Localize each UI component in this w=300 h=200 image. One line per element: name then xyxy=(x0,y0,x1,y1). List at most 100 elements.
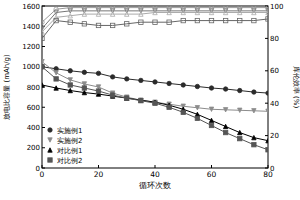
chart: 0204060800200400600800100012001400160002… xyxy=(0,0,300,200)
point xyxy=(252,10,256,14)
point xyxy=(195,106,199,110)
point xyxy=(252,135,256,139)
y-tick xyxy=(42,127,45,128)
point xyxy=(42,20,44,24)
legend-marker xyxy=(48,138,52,142)
point xyxy=(195,84,199,88)
point xyxy=(68,83,72,87)
point xyxy=(139,98,143,102)
point xyxy=(238,88,242,92)
point xyxy=(82,86,86,90)
point xyxy=(54,71,58,75)
point xyxy=(139,98,143,102)
point xyxy=(209,86,213,90)
point xyxy=(167,81,171,85)
legend-label: 对比例2 xyxy=(57,157,82,165)
point xyxy=(110,12,114,16)
point xyxy=(252,143,256,147)
y2-tick-label: 60 xyxy=(270,67,279,75)
point xyxy=(209,118,213,122)
point xyxy=(139,12,143,16)
point xyxy=(167,105,171,109)
series-line xyxy=(42,67,268,93)
plot-area xyxy=(42,6,268,152)
point xyxy=(238,108,242,112)
point xyxy=(209,123,213,127)
y-tick xyxy=(42,107,45,108)
x-tick xyxy=(155,165,156,168)
x-tick-label: 40 xyxy=(150,170,160,179)
point xyxy=(110,93,114,97)
point xyxy=(266,17,268,21)
point xyxy=(54,15,58,19)
x-tick-label: 60 xyxy=(207,170,217,179)
point xyxy=(68,14,72,18)
point xyxy=(42,30,44,34)
series-line xyxy=(42,85,268,141)
point xyxy=(195,18,199,22)
point xyxy=(96,12,100,16)
legend: 实施例1实施例2对比例1对比例2 xyxy=(48,127,83,165)
point xyxy=(125,22,129,26)
point xyxy=(139,78,143,82)
point xyxy=(68,20,72,24)
y-tick xyxy=(42,168,45,169)
point xyxy=(42,65,44,69)
point xyxy=(96,71,100,75)
point xyxy=(195,10,199,14)
x-tick-label: 20 xyxy=(94,170,104,179)
legend-marker xyxy=(48,128,52,132)
point xyxy=(82,90,86,94)
point xyxy=(110,23,114,27)
point xyxy=(42,36,44,40)
y-tick xyxy=(42,6,45,7)
point xyxy=(153,80,157,84)
point xyxy=(68,69,72,73)
plot-frame xyxy=(42,6,268,168)
y2-tick-label: 40 xyxy=(270,100,279,108)
point xyxy=(209,107,213,111)
point xyxy=(238,130,242,134)
point xyxy=(195,116,199,120)
y-tick xyxy=(42,147,45,148)
point xyxy=(125,12,129,16)
point xyxy=(54,18,58,22)
x-tick xyxy=(98,165,99,168)
legend-marker xyxy=(48,148,52,152)
point xyxy=(54,77,58,81)
point xyxy=(238,136,242,140)
point xyxy=(96,89,100,93)
point xyxy=(238,10,242,14)
point xyxy=(42,59,44,63)
y2-tick xyxy=(265,135,268,136)
point xyxy=(266,91,268,95)
y-tick-label: 1600 xyxy=(22,3,40,11)
series-line xyxy=(42,67,268,150)
y-tick-label: 200 xyxy=(27,144,40,152)
y2-tick-label: 100 xyxy=(270,3,283,11)
point xyxy=(181,83,185,87)
point xyxy=(54,86,58,90)
point xyxy=(167,10,171,14)
x-tick xyxy=(211,165,212,168)
legend-label: 实施例1 xyxy=(57,127,82,135)
point xyxy=(223,108,227,112)
point xyxy=(223,10,227,14)
legend-marker xyxy=(48,158,52,162)
y2-tick xyxy=(265,70,268,71)
y-tick-label: 0 xyxy=(36,165,40,173)
y2-tick xyxy=(265,38,268,39)
point xyxy=(252,18,256,22)
point xyxy=(209,10,213,14)
point xyxy=(223,124,227,128)
point xyxy=(125,96,129,100)
point xyxy=(181,110,185,114)
y2-tick xyxy=(265,103,268,104)
point xyxy=(139,98,143,102)
point xyxy=(110,75,114,79)
point xyxy=(96,23,100,27)
point xyxy=(125,77,129,81)
point xyxy=(68,78,72,82)
x-tick-label: 0 xyxy=(40,170,45,179)
y2-axis-label: 库伦效率 (%) xyxy=(292,66,300,109)
